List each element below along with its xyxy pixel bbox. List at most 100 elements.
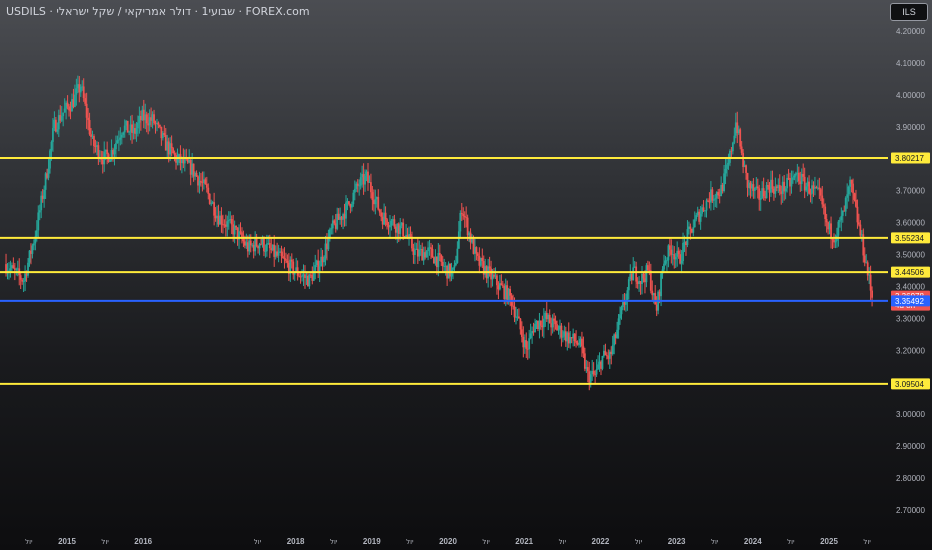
candle-body bbox=[90, 134, 92, 137]
candle-body bbox=[775, 186, 778, 189]
candle-body bbox=[365, 171, 368, 176]
candle-body bbox=[79, 86, 82, 93]
candle-body bbox=[290, 259, 293, 262]
candle-body bbox=[476, 253, 479, 256]
candle-body bbox=[153, 114, 155, 124]
candle-body bbox=[131, 124, 133, 134]
candle-body bbox=[110, 150, 113, 160]
candle-body bbox=[720, 184, 723, 196]
candle-body bbox=[94, 146, 97, 147]
candle-body bbox=[161, 132, 164, 139]
candle-body bbox=[862, 234, 865, 256]
candle-body bbox=[9, 268, 12, 271]
candle-body bbox=[730, 150, 733, 152]
time-axis[interactable]: יול 2015 יול 2016 יול 2018 יול 2019 יול 2020 יול 20… bbox=[25, 537, 871, 546]
candle-body bbox=[695, 215, 698, 220]
candle-body bbox=[211, 202, 214, 204]
candle-body bbox=[518, 316, 520, 319]
candle-body bbox=[339, 216, 342, 220]
candle-body bbox=[815, 187, 818, 188]
currency-badge[interactable]: ILS bbox=[890, 3, 928, 21]
candle-body bbox=[416, 248, 419, 257]
candle-body bbox=[431, 248, 434, 258]
candle-body bbox=[62, 112, 65, 117]
candle-body bbox=[381, 216, 384, 225]
candle-body bbox=[547, 314, 550, 320]
candle-body bbox=[223, 224, 226, 226]
candle-body bbox=[78, 84, 81, 93]
candle-body bbox=[506, 285, 509, 303]
candle-body bbox=[610, 351, 613, 355]
candle-body bbox=[65, 102, 68, 109]
candle-body bbox=[619, 314, 621, 319]
candle-body bbox=[413, 249, 416, 255]
candle-body bbox=[793, 175, 796, 178]
candle-body bbox=[109, 159, 111, 162]
candle-body bbox=[855, 199, 857, 207]
candle-body bbox=[736, 122, 739, 134]
candle-body bbox=[309, 274, 312, 276]
candle-body bbox=[548, 314, 551, 324]
candle-body bbox=[825, 219, 828, 223]
candle-body bbox=[600, 361, 602, 369]
candle-body bbox=[724, 168, 727, 174]
candle-body bbox=[629, 273, 632, 280]
candle-body bbox=[334, 223, 337, 229]
candle-body bbox=[183, 158, 186, 164]
candle-body bbox=[390, 220, 393, 226]
candle-body bbox=[689, 226, 692, 229]
candle-body bbox=[753, 187, 756, 191]
candle-body bbox=[324, 243, 327, 259]
candle-body bbox=[743, 165, 746, 167]
candle-body bbox=[594, 374, 597, 376]
price-tick-label: 2.90000 bbox=[896, 442, 925, 451]
candle-body bbox=[515, 317, 517, 318]
candle-body bbox=[544, 312, 547, 319]
candle-body bbox=[384, 212, 387, 220]
candle-body bbox=[251, 244, 254, 246]
candle-body bbox=[711, 189, 714, 201]
candle-body bbox=[144, 114, 147, 121]
candle-body bbox=[709, 189, 712, 203]
candle-body bbox=[280, 251, 283, 257]
candle-body bbox=[648, 270, 651, 271]
candle-body bbox=[498, 283, 501, 290]
candle-body bbox=[541, 325, 544, 328]
candle-body bbox=[159, 124, 161, 127]
candle-body bbox=[723, 173, 725, 192]
candle-body bbox=[63, 108, 66, 113]
candle-body bbox=[160, 126, 163, 139]
candle-body bbox=[19, 275, 22, 280]
candle-body bbox=[315, 260, 318, 266]
candle-body bbox=[307, 275, 309, 287]
candle-body bbox=[601, 355, 604, 369]
candle-body bbox=[260, 243, 262, 245]
time-tick-label: יול bbox=[787, 538, 795, 546]
candle-body bbox=[734, 122, 737, 136]
candle-body bbox=[673, 254, 676, 260]
candle-body bbox=[201, 182, 204, 184]
time-tick-label: יול bbox=[254, 538, 262, 546]
candle-body bbox=[718, 195, 721, 197]
candle-body bbox=[422, 252, 425, 261]
price-tick-label: 3.20000 bbox=[896, 346, 925, 355]
candle-body bbox=[126, 120, 129, 133]
candle-body bbox=[642, 273, 645, 279]
candle-body bbox=[267, 243, 270, 244]
candle-body bbox=[540, 320, 542, 326]
candle-body bbox=[707, 200, 709, 202]
candle-body bbox=[537, 320, 539, 330]
candle-body bbox=[232, 224, 235, 235]
candle-body bbox=[348, 201, 350, 205]
candle-body bbox=[207, 187, 210, 194]
candle-body bbox=[551, 318, 554, 328]
candle-body bbox=[88, 120, 91, 135]
candle-body bbox=[84, 98, 87, 104]
candle-body bbox=[767, 185, 769, 187]
time-tick-label: 2022 bbox=[592, 537, 610, 546]
candle-body bbox=[532, 331, 535, 333]
candle-body bbox=[52, 128, 54, 142]
candle-body bbox=[598, 361, 601, 365]
candle-body bbox=[270, 248, 273, 251]
